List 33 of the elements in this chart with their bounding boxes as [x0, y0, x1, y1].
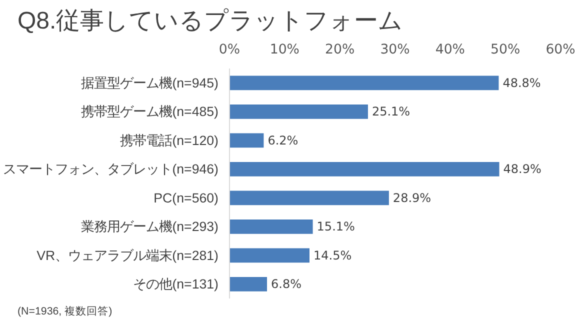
bar [230, 76, 499, 90]
y-tick-label: その他(n=131) [133, 276, 218, 292]
data-label: 14.5% [313, 248, 352, 262]
y-tick-label: VR、ウェアラブル端末(n=281) [36, 248, 219, 263]
bar [230, 219, 313, 234]
y-tick-label: PC(n=560) [154, 190, 219, 206]
y-tick-label: 業務用ゲーム機(n=293) [81, 219, 218, 234]
bar [230, 162, 500, 176]
x-tick-label: 0% [218, 42, 240, 58]
data-label: 6.8% [271, 277, 302, 292]
y-tick-label: 据置型ゲーム機(n=945) [81, 75, 218, 90]
y-tick-label: 携帯電話(n=120) [120, 132, 218, 148]
x-tick-label: 60% [546, 42, 576, 58]
bar [230, 248, 310, 263]
bar [230, 104, 368, 119]
x-tick-label: 30% [380, 42, 410, 58]
bar [230, 276, 268, 292]
bar [230, 190, 389, 206]
data-label: 48.9% [503, 162, 542, 176]
x-tick-label: 10% [270, 42, 300, 58]
x-tick-label: 20% [325, 42, 355, 58]
y-tick-label: スマートフォン、タブレット(n=946) [3, 162, 218, 177]
bar [230, 133, 264, 148]
text: (N=1936, 複数回答) [18, 304, 112, 318]
data-label: 28.9% [392, 190, 432, 205]
data-label: 48.8% [502, 76, 541, 90]
chart-title: Q8.従事しているプラットフォーム [18, 8, 404, 34]
y-tick-label: 携帯型ゲーム機(n=485) [81, 104, 218, 120]
data-label: 6.2% [268, 133, 298, 148]
x-tick-label: 50% [490, 42, 520, 58]
data-label: 15.1% [316, 220, 355, 234]
x-tick-label: 40% [435, 42, 465, 58]
data-label: 25.1% [372, 104, 410, 119]
